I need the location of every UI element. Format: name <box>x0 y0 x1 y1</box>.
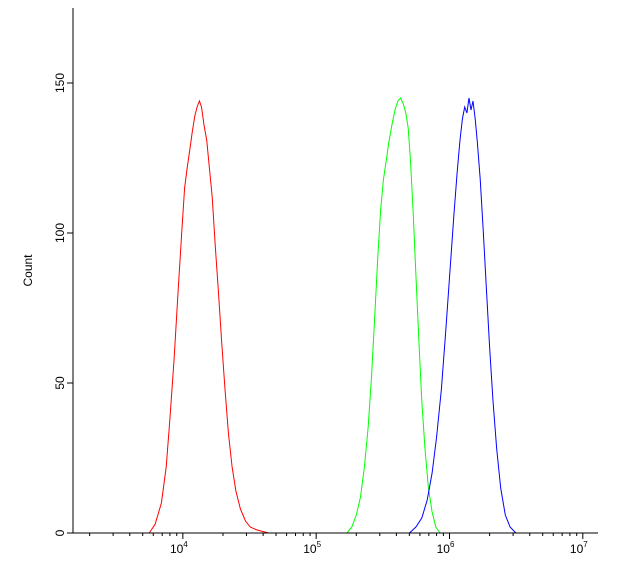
series-layer <box>148 97 517 534</box>
axes-layer: 0 50 100 150 104 105 106 107 <box>53 8 598 556</box>
series-line-1 <box>148 99 282 534</box>
x-tick-label-7: 107 <box>570 540 588 556</box>
y-tick-label-0: 0 <box>53 529 67 536</box>
series-line-3 <box>409 97 517 534</box>
y-tick-label-150: 150 <box>53 73 67 93</box>
x-tick-label-6: 106 <box>437 540 455 556</box>
x-tick-label-4: 104 <box>170 540 188 556</box>
y-tick-label-100: 100 <box>53 223 67 243</box>
y-tick-label-50: 50 <box>53 376 67 390</box>
y-axis-title: Count <box>21 254 35 287</box>
x-tick-label-5: 105 <box>303 540 321 556</box>
series-line-2 <box>346 97 441 534</box>
